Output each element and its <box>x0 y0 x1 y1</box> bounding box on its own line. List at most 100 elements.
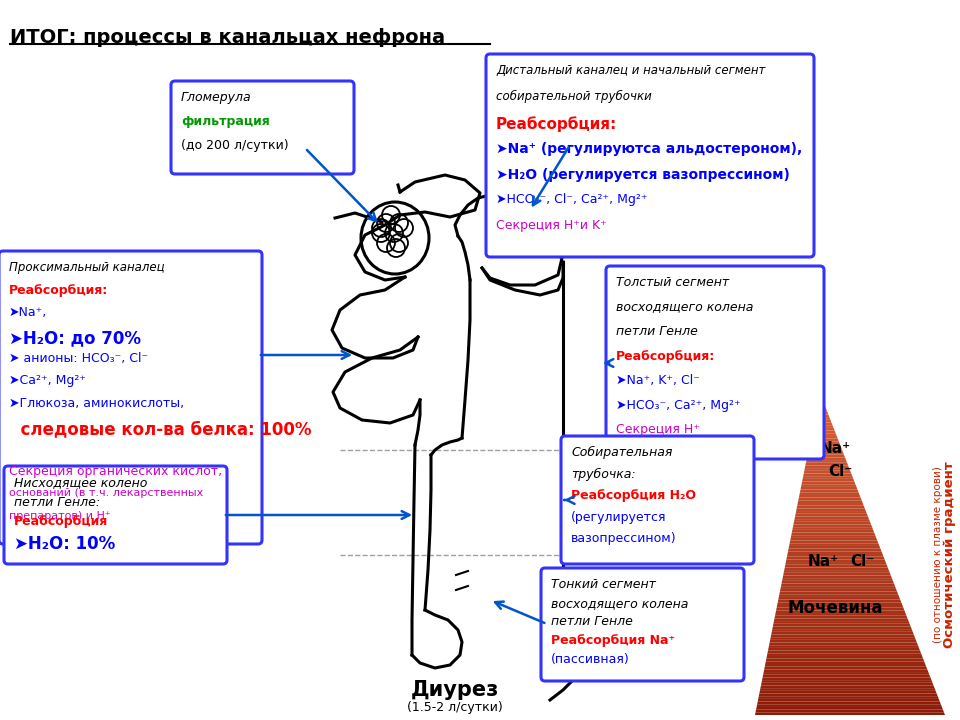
Polygon shape <box>814 420 831 423</box>
Polygon shape <box>769 645 919 648</box>
Text: Тонкий сегмент: Тонкий сегмент <box>551 578 656 591</box>
Polygon shape <box>763 670 928 672</box>
Text: Мочевина: Мочевина <box>787 599 883 617</box>
Polygon shape <box>812 431 835 433</box>
Polygon shape <box>815 415 829 417</box>
Polygon shape <box>778 600 901 603</box>
Polygon shape <box>761 683 933 685</box>
Polygon shape <box>764 667 927 670</box>
Polygon shape <box>771 634 915 637</box>
Text: петли Генле: петли Генле <box>551 616 633 629</box>
FancyBboxPatch shape <box>0 251 262 544</box>
Text: Собирательная: Собирательная <box>571 446 672 459</box>
Polygon shape <box>765 662 925 664</box>
Text: Реабсорбция:: Реабсорбция: <box>616 350 715 363</box>
Text: ➤Ca²⁺, Mg²⁺: ➤Ca²⁺, Mg²⁺ <box>9 374 86 387</box>
Polygon shape <box>820 393 821 396</box>
Polygon shape <box>791 533 876 535</box>
Polygon shape <box>791 535 876 538</box>
Polygon shape <box>792 527 874 530</box>
Text: восходящего колена: восходящего колена <box>616 300 754 313</box>
Polygon shape <box>818 401 825 404</box>
Text: Реабсорбция H₂O: Реабсорбция H₂O <box>571 489 696 502</box>
Polygon shape <box>766 656 924 659</box>
Polygon shape <box>798 500 863 503</box>
Polygon shape <box>804 468 851 471</box>
Polygon shape <box>759 691 937 693</box>
Polygon shape <box>781 583 895 586</box>
Polygon shape <box>783 570 890 573</box>
Polygon shape <box>767 651 921 653</box>
FancyBboxPatch shape <box>606 266 824 459</box>
Polygon shape <box>775 616 907 618</box>
Text: Реабсорбция:: Реабсорбция: <box>9 284 108 297</box>
Polygon shape <box>778 603 902 605</box>
Polygon shape <box>809 444 841 446</box>
Polygon shape <box>807 455 845 457</box>
Polygon shape <box>816 412 828 415</box>
Polygon shape <box>808 449 843 452</box>
Polygon shape <box>794 519 870 522</box>
Polygon shape <box>805 463 848 465</box>
Polygon shape <box>755 712 945 715</box>
Polygon shape <box>756 710 944 712</box>
FancyBboxPatch shape <box>541 568 744 681</box>
Text: Na⁺: Na⁺ <box>820 441 851 456</box>
Polygon shape <box>776 611 905 613</box>
Polygon shape <box>779 594 900 597</box>
Polygon shape <box>810 438 839 441</box>
Polygon shape <box>799 495 860 498</box>
Polygon shape <box>771 632 914 634</box>
Polygon shape <box>800 492 859 495</box>
Text: Реабсорбция: Реабсорбция <box>14 515 108 528</box>
FancyBboxPatch shape <box>486 54 814 257</box>
Text: (1.5-2 л/сутки): (1.5-2 л/сутки) <box>407 701 503 714</box>
Polygon shape <box>769 642 918 645</box>
Polygon shape <box>762 678 931 680</box>
Polygon shape <box>786 559 886 562</box>
Polygon shape <box>780 586 896 589</box>
Text: (по отношению к плазме крови): (по отношению к плазме крови) <box>933 467 943 644</box>
Polygon shape <box>761 680 932 683</box>
Polygon shape <box>811 433 837 436</box>
Polygon shape <box>804 465 850 468</box>
Polygon shape <box>763 672 929 675</box>
Text: ➤H₂O: до 70%: ➤H₂O: до 70% <box>9 329 141 347</box>
Polygon shape <box>767 653 923 656</box>
Polygon shape <box>765 664 926 667</box>
Polygon shape <box>816 409 828 412</box>
Polygon shape <box>779 597 900 600</box>
Polygon shape <box>784 567 889 570</box>
Polygon shape <box>807 452 844 455</box>
Polygon shape <box>782 575 892 578</box>
Text: петли Генле:: петли Генле: <box>14 495 100 508</box>
Polygon shape <box>757 699 940 701</box>
Polygon shape <box>790 538 877 541</box>
Polygon shape <box>756 707 943 710</box>
Polygon shape <box>777 605 903 608</box>
Polygon shape <box>795 516 869 519</box>
Polygon shape <box>780 592 899 594</box>
Polygon shape <box>813 426 833 428</box>
Polygon shape <box>790 541 878 544</box>
Polygon shape <box>781 581 894 583</box>
Text: Cl⁻: Cl⁻ <box>850 554 875 570</box>
Text: трубочка:: трубочка: <box>571 467 636 480</box>
Text: ➤H₂O: 10%: ➤H₂O: 10% <box>14 535 115 553</box>
Text: Секреция H⁺и K⁺: Секреция H⁺и K⁺ <box>496 220 607 233</box>
Polygon shape <box>774 618 908 621</box>
Polygon shape <box>760 688 936 691</box>
FancyBboxPatch shape <box>4 466 227 564</box>
Polygon shape <box>770 637 916 640</box>
Polygon shape <box>801 487 857 490</box>
Polygon shape <box>789 544 879 546</box>
Polygon shape <box>815 417 830 420</box>
Polygon shape <box>819 396 822 398</box>
Polygon shape <box>800 490 858 492</box>
Polygon shape <box>783 573 891 575</box>
Polygon shape <box>775 613 906 616</box>
Text: Осмотический градиент: Осмотический градиент <box>944 462 956 649</box>
Text: Нисходящее колено: Нисходящее колено <box>14 476 148 489</box>
Text: ➤H₂O (регулируется вазопрессином): ➤H₂O (регулируется вазопрессином) <box>496 168 790 181</box>
Polygon shape <box>797 505 865 508</box>
